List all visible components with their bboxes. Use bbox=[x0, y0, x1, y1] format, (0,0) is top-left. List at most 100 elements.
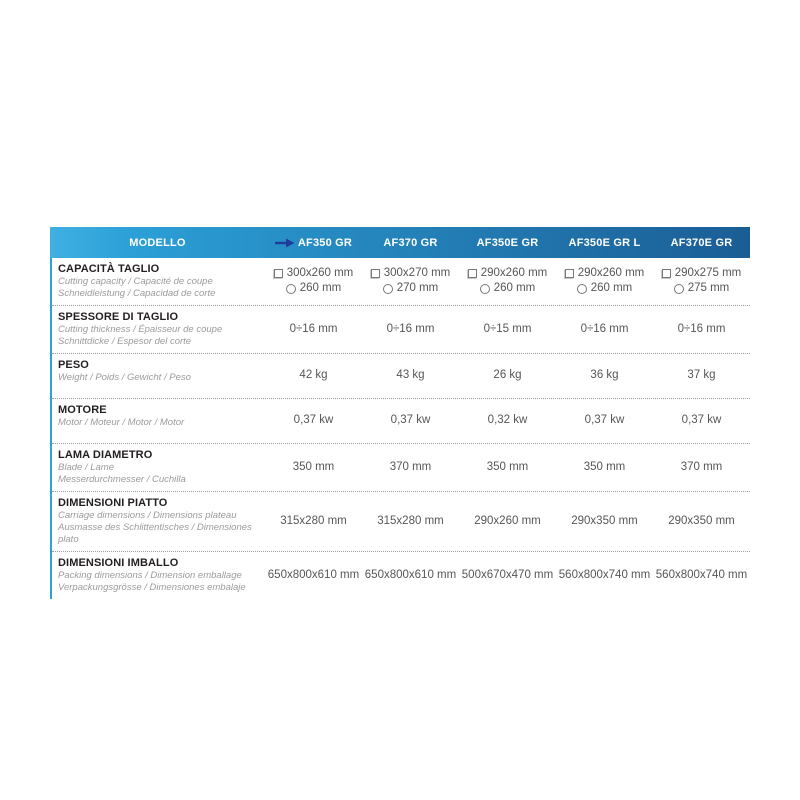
value-cell: 370 mm bbox=[653, 448, 750, 486]
value-cell: 0,37 kw bbox=[653, 403, 750, 438]
value-cell: 300x270 mm 270 mm bbox=[362, 262, 459, 300]
value: 37 kg bbox=[687, 369, 716, 381]
value-cell: 300x260 mm 260 mm bbox=[265, 262, 362, 300]
square-capacity-value: 300x260 mm bbox=[286, 267, 354, 279]
value: 500x670x470 mm bbox=[461, 568, 554, 581]
header-col-label: AF350 GR bbox=[297, 236, 353, 249]
circle-capacity-line: 260 mm bbox=[285, 281, 342, 296]
value: 0÷16 mm bbox=[677, 322, 726, 335]
value: 0,37 kw bbox=[293, 414, 334, 426]
value-cell: 500x670x470 mm bbox=[459, 556, 556, 594]
value-cell: 42 kg bbox=[265, 358, 362, 393]
value-cell: 0,37 kw bbox=[265, 403, 362, 438]
row-subtitle: Schneidleistung / Capacidad de corte bbox=[58, 288, 216, 299]
row-subtitle: Verpackungsgrösse / Dimensiones embalaje bbox=[58, 582, 246, 593]
value: 36 kg bbox=[590, 369, 619, 381]
value: 0÷16 mm bbox=[386, 322, 435, 335]
circle-capacity-line: 260 mm bbox=[576, 281, 633, 296]
row-title: LAMA DIAMETRO bbox=[58, 449, 153, 461]
table-row-spessore-di-taglio: SPESSORE DI TAGLIO Cutting thickness / Ép… bbox=[52, 306, 750, 354]
header-col-af350e-gr: AF350E GR bbox=[459, 227, 556, 258]
row-subtitle: Cutting thickness / Épaisseur de coupe bbox=[58, 324, 223, 335]
value: 0,32 kw bbox=[487, 414, 528, 426]
value-cell: 0,37 kw bbox=[556, 403, 653, 438]
row-label: DIMENSIONI PIATTO Carriage dimensions / D… bbox=[52, 496, 265, 546]
row-subtitle: Packing dimensions / Dimension emballage bbox=[58, 570, 242, 581]
row-subtitle: Weight / Poids / Gewicht / Peso bbox=[58, 372, 191, 383]
row-title: DIMENSIONI PIATTO bbox=[58, 497, 168, 509]
value-cell: 650x800x610 mm bbox=[362, 556, 459, 594]
value: 650x800x610 mm bbox=[267, 568, 360, 581]
row-label: CAPACITÀ TAGLIO Cutting capacity / Capaci… bbox=[52, 262, 265, 300]
square-capacity-line: 290x260 mm bbox=[564, 266, 645, 281]
value: 370 mm bbox=[389, 460, 432, 473]
value: 0÷15 mm bbox=[483, 322, 532, 335]
circle-icon bbox=[479, 283, 490, 294]
square-capacity-value: 290x275 mm bbox=[674, 267, 742, 279]
row-title: PESO bbox=[58, 359, 89, 371]
value-cell: 36 kg bbox=[556, 358, 653, 393]
square-icon bbox=[467, 269, 477, 278]
value-cell: 0÷16 mm bbox=[653, 310, 750, 348]
circle-capacity-value: 260 mm bbox=[590, 282, 633, 294]
value-cell: 37 kg bbox=[653, 358, 750, 393]
table-row-motore: MOTORE Motor / Moteur / Motor / Motor 0,37… bbox=[52, 399, 750, 444]
value: 370 mm bbox=[680, 460, 723, 473]
value: 290x350 mm bbox=[571, 514, 638, 527]
value-cell: 560x800x740 mm bbox=[556, 556, 653, 594]
value: 290x260 mm bbox=[474, 514, 541, 527]
row-subtitle: Motor / Moteur / Motor / Motor bbox=[58, 417, 185, 428]
value-cell: 350 mm bbox=[556, 448, 653, 486]
value: 0,37 kw bbox=[390, 414, 431, 426]
header-modello: MODELLO bbox=[129, 236, 186, 249]
header-col-af370-gr: AF370 GR bbox=[362, 227, 459, 258]
value-cell: 0÷15 mm bbox=[459, 310, 556, 348]
value-cell: 290x350 mm bbox=[556, 496, 653, 546]
value: 0÷16 mm bbox=[289, 322, 338, 335]
circle-icon bbox=[673, 283, 684, 294]
spec-table: MODELLO AF350 GR AF370 GR AF350E GR AF350E … bbox=[50, 227, 750, 599]
value-cell: 315x280 mm bbox=[362, 496, 459, 546]
value-cell: 290x260 mm 260 mm bbox=[459, 262, 556, 300]
header-col-label: AF350E GR bbox=[476, 236, 539, 249]
value-cell: 290x260 mm 260 mm bbox=[556, 262, 653, 300]
value-cell: 290x275 mm 275 mm bbox=[653, 262, 750, 300]
value-cell: 43 kg bbox=[362, 358, 459, 393]
value: 42 kg bbox=[299, 369, 328, 381]
row-subtitle: Ausmasse des Schlittentisches / Dimensio… bbox=[58, 522, 252, 545]
circle-capacity-value: 260 mm bbox=[299, 282, 342, 294]
square-capacity-value: 300x270 mm bbox=[383, 267, 451, 279]
value: 350 mm bbox=[486, 460, 529, 473]
header-col-af350-gr: AF350 GR bbox=[265, 227, 362, 258]
table-row-dimensioni-imballo: DIMENSIONI IMBALLO Packing dimensions / D… bbox=[52, 552, 750, 599]
row-subtitle: Cutting capacity / Capacité de coupe bbox=[58, 276, 213, 287]
value-cell: 350 mm bbox=[265, 448, 362, 486]
row-subtitle: Messerdurchmesser / Cuchilla bbox=[58, 474, 186, 485]
value: 315x280 mm bbox=[377, 514, 444, 527]
header-col-label: AF350E GR L bbox=[568, 236, 641, 249]
square-capacity-value: 290x260 mm bbox=[577, 267, 645, 279]
value: 26 kg bbox=[493, 369, 522, 381]
value: 350 mm bbox=[583, 460, 626, 473]
square-capacity-value: 290x260 mm bbox=[480, 267, 548, 279]
table-header-row: MODELLO AF350 GR AF370 GR AF350E GR AF350E … bbox=[50, 227, 750, 258]
value-cell: 0÷16 mm bbox=[556, 310, 653, 348]
selection-arrow-icon bbox=[274, 238, 295, 248]
header-col-af350e-gr-l: AF350E GR L bbox=[556, 227, 653, 258]
value-cell: 560x800x740 mm bbox=[653, 556, 750, 594]
table-body: CAPACITÀ TAGLIO Cutting capacity / Capaci… bbox=[50, 258, 750, 599]
circle-icon bbox=[576, 283, 587, 294]
row-label: PESO Weight / Poids / Gewicht / Peso bbox=[52, 358, 265, 393]
header-col-label: AF370 GR bbox=[383, 236, 438, 249]
row-label: DIMENSIONI IMBALLO Packing dimensions / D… bbox=[52, 556, 265, 594]
row-title: SPESSORE DI TAGLIO bbox=[58, 311, 179, 323]
value: 315x280 mm bbox=[280, 514, 347, 527]
row-title: DIMENSIONI IMBALLO bbox=[58, 557, 179, 569]
square-capacity-line: 300x260 mm bbox=[273, 266, 354, 281]
header-col-label: AF370E GR bbox=[670, 236, 733, 249]
circle-capacity-line: 270 mm bbox=[382, 281, 438, 296]
table-row-dimensioni-piatto: DIMENSIONI PIATTO Carriage dimensions / D… bbox=[52, 492, 750, 552]
square-capacity-line: 290x275 mm bbox=[661, 266, 742, 281]
table-row-capacit-taglio: CAPACITÀ TAGLIO Cutting capacity / Capaci… bbox=[52, 258, 750, 306]
value-cell: 0÷16 mm bbox=[362, 310, 459, 348]
